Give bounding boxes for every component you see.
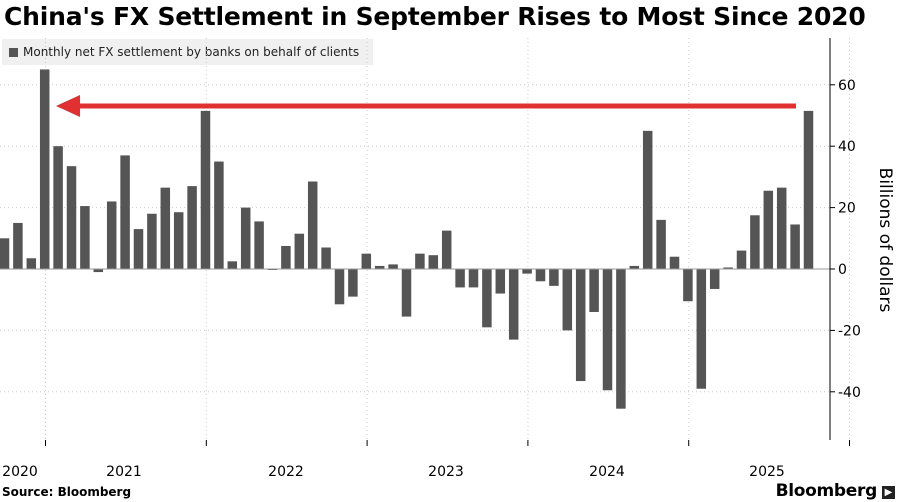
bar <box>160 187 171 269</box>
bar <box>361 253 372 269</box>
legend-label: Monthly net FX settlement by banks on be… <box>23 45 360 59</box>
legend: Monthly net FX settlement by banks on be… <box>2 39 373 65</box>
play-icon: ▶ <box>882 486 895 499</box>
bar <box>415 253 425 269</box>
bar <box>227 261 238 269</box>
bar <box>374 265 385 269</box>
bar <box>522 269 532 274</box>
bar <box>803 110 814 270</box>
bar <box>53 146 63 269</box>
legend-swatch <box>9 47 18 57</box>
bar <box>723 267 733 269</box>
bar <box>776 187 787 269</box>
bar <box>508 269 519 340</box>
bar <box>0 238 10 269</box>
bar <box>549 269 559 286</box>
y-tick-label: 0 <box>838 262 847 278</box>
bar <box>602 269 613 391</box>
bar <box>683 269 693 302</box>
bar <box>709 269 720 289</box>
bar <box>736 250 747 269</box>
bar <box>589 269 599 312</box>
y-tick-label: 60 <box>838 78 856 94</box>
bar <box>321 247 331 269</box>
bar <box>441 230 452 269</box>
bar <box>80 206 90 269</box>
bar <box>13 222 23 269</box>
bar <box>294 233 305 269</box>
y-tick-label: -40 <box>838 385 861 401</box>
bar <box>173 212 184 269</box>
brand-logo: Bloomberg <box>775 481 878 501</box>
bar <box>482 269 492 328</box>
bar <box>629 265 640 269</box>
bar <box>763 190 774 269</box>
bar <box>535 269 546 282</box>
bar <box>147 213 157 269</box>
x-tick-label: 2020 <box>2 464 38 480</box>
x-tick-label: 2024 <box>589 464 625 480</box>
bar <box>495 269 506 294</box>
bar <box>455 269 465 288</box>
chart-title: China's FX Settlement in September Rises… <box>4 2 866 31</box>
bar <box>106 201 117 269</box>
bar <box>66 166 77 269</box>
y-tick-label: 20 <box>838 201 856 217</box>
bar <box>200 110 211 270</box>
bar <box>790 224 800 269</box>
bar <box>120 155 130 269</box>
bar <box>401 269 412 317</box>
bar <box>254 221 264 269</box>
bar <box>187 186 197 269</box>
y-tick-label: -20 <box>838 323 861 339</box>
bar <box>656 219 666 269</box>
bar <box>39 69 50 269</box>
bar <box>696 269 707 389</box>
bar <box>468 269 479 288</box>
bar <box>575 269 586 382</box>
bar <box>26 258 37 269</box>
y-axis-label: Billions of dollars <box>875 167 895 313</box>
bar <box>93 269 104 273</box>
bar <box>307 181 318 269</box>
annotation-arrow-head <box>56 95 80 117</box>
x-tick-label: 2025 <box>749 464 785 480</box>
bar <box>562 269 573 331</box>
x-tick-label: 2023 <box>428 464 464 480</box>
bar <box>750 215 760 269</box>
bar <box>214 161 224 269</box>
y-tick-label: 40 <box>838 139 856 155</box>
bar <box>642 130 653 269</box>
bar <box>428 255 439 269</box>
bar <box>240 207 251 269</box>
bar <box>334 269 345 305</box>
source-note: Source: Bloomberg <box>2 485 132 499</box>
bar <box>669 256 680 269</box>
x-tick-label: 2021 <box>106 464 142 480</box>
bar <box>281 245 291 269</box>
bar <box>348 269 358 297</box>
x-tick-label: 2022 <box>268 464 304 480</box>
bar <box>133 229 144 269</box>
bar <box>616 269 626 409</box>
bar <box>388 264 398 269</box>
